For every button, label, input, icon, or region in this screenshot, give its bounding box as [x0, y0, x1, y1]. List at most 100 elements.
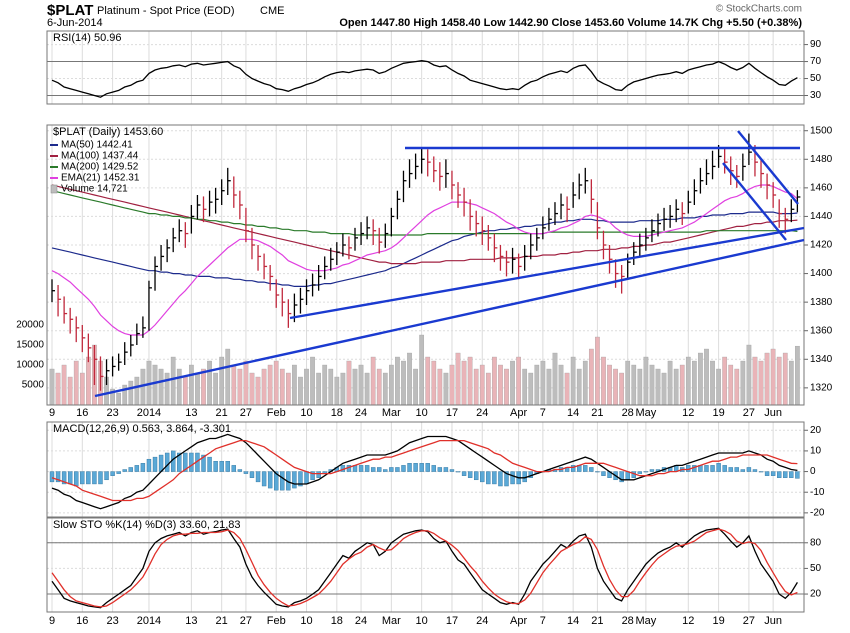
histogram-bar — [619, 471, 624, 483]
x-tick-label: 24 — [355, 615, 367, 627]
x-tick-label: 2014 — [137, 615, 161, 627]
histogram-bar — [740, 469, 746, 472]
volume-bar — [661, 372, 667, 406]
legend-swatch — [50, 184, 58, 194]
volume-bar — [613, 368, 618, 406]
histogram-bar — [370, 467, 376, 472]
x-tick-label: 2014 — [137, 407, 161, 419]
volume-bar — [370, 356, 376, 406]
volume-bar — [425, 356, 431, 406]
volume-bar — [73, 360, 79, 406]
volume-bar — [625, 360, 631, 406]
histogram-bar — [413, 463, 418, 472]
volume-bar — [395, 356, 400, 406]
y-tick-label: 0 — [810, 466, 816, 477]
histogram-bar — [67, 471, 73, 485]
volume-bar — [49, 368, 55, 406]
volume-bar — [461, 360, 467, 406]
histogram-bar — [183, 452, 188, 472]
y-tick-label: -20 — [810, 508, 825, 519]
volume-bar — [776, 356, 782, 406]
x-tick-label: 24 — [476, 407, 488, 419]
x-tick-label: 9 — [49, 407, 55, 419]
volume-bar — [376, 368, 382, 406]
indicator-line — [51, 439, 798, 502]
volume-bar — [758, 360, 764, 406]
histogram-bar — [298, 471, 303, 487]
volume-bar — [316, 372, 321, 406]
volume-bar — [273, 360, 279, 406]
volume-bar — [364, 372, 370, 406]
volume-bar — [67, 376, 73, 406]
y-tick-label: 1320 — [810, 382, 833, 393]
volume-bar — [358, 364, 364, 406]
credit: © StockCharts.com — [716, 4, 802, 15]
histogram-bar — [55, 471, 61, 483]
histogram-bar — [795, 471, 800, 479]
histogram-bar — [777, 471, 782, 478]
volume-bar — [401, 360, 406, 406]
volume-bar — [795, 345, 800, 406]
volume-bar — [728, 364, 734, 406]
volume-bar — [304, 368, 309, 406]
y-tick-label: 80 — [810, 537, 822, 548]
histogram-bar — [407, 463, 412, 472]
histogram-bar — [49, 471, 55, 483]
histogram-bar — [789, 471, 794, 478]
x-tick-label: 23 — [106, 615, 118, 627]
volume-bar — [219, 356, 225, 406]
volume-bar — [340, 372, 346, 406]
volume-bar — [61, 364, 67, 406]
x-tick-label: 18 — [331, 407, 343, 419]
volume-bar — [770, 348, 776, 406]
histogram-bar — [164, 452, 170, 472]
volume-bar — [225, 348, 231, 406]
histogram-bar — [267, 471, 273, 489]
volume-tick-label: 10000 — [16, 360, 44, 371]
volume-bar — [55, 372, 61, 406]
exchange: CME — [260, 5, 284, 17]
volume-bar — [128, 380, 134, 406]
y-tick-label: 1340 — [810, 354, 833, 365]
volume-bar — [740, 360, 746, 406]
histogram-bar — [431, 465, 436, 472]
x-tick-label: Apr — [510, 615, 527, 627]
histogram-bar — [419, 463, 424, 472]
volume-bar — [667, 360, 673, 406]
x-tick-label: Feb — [267, 407, 286, 419]
volume-bar — [637, 368, 643, 406]
histogram-bar — [364, 465, 370, 472]
y-tick-label: 70 — [810, 56, 822, 67]
y-tick-label: -10 — [810, 487, 825, 498]
histogram-bar — [225, 461, 230, 472]
x-tick-label: 17 — [446, 407, 458, 419]
volume-bar — [510, 360, 515, 406]
volume-bar — [534, 364, 540, 406]
histogram-bar — [134, 465, 140, 472]
volume-bar — [328, 368, 334, 406]
trendline — [289, 226, 805, 320]
x-tick-label: 17 — [446, 615, 458, 627]
histogram-bar — [231, 465, 237, 472]
y-tick-label: 1440 — [810, 211, 833, 222]
instrument-name: Platinum - Spot Price (EOD) — [97, 5, 235, 17]
volume-bar — [158, 368, 164, 406]
volume-bar — [298, 376, 303, 406]
volume-bar — [492, 356, 497, 406]
volume-bar — [443, 372, 449, 406]
volume-bar — [285, 372, 291, 406]
histogram-bar — [570, 465, 576, 472]
panel-title: $PLAT (Daily) 1453.60 — [53, 126, 163, 138]
histogram-bar — [758, 471, 764, 473]
histogram-bar — [280, 471, 285, 491]
histogram-bar — [219, 461, 224, 472]
volume-bar — [389, 364, 394, 406]
volume-bar — [213, 372, 218, 406]
volume-bar — [564, 372, 570, 406]
volume-bar — [631, 364, 637, 406]
x-tick-label: 14 — [567, 407, 579, 419]
legend-entry: MA(50) 1442.41 — [61, 140, 133, 151]
histogram-bar — [383, 469, 388, 472]
histogram-bar — [461, 471, 467, 476]
